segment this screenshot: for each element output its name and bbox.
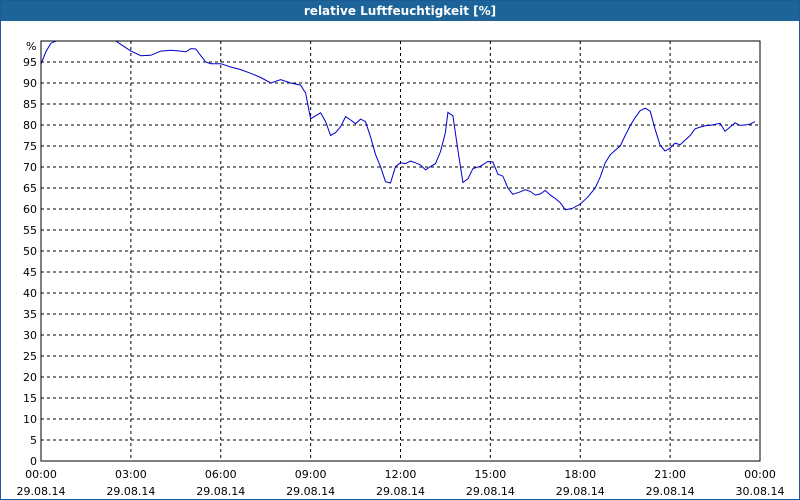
y-tick-label: 75 bbox=[23, 140, 37, 153]
y-tick-label: 25 bbox=[23, 350, 37, 363]
x-tick-date: 29.08.14 bbox=[556, 485, 605, 498]
x-tick-date: 29.08.14 bbox=[646, 485, 695, 498]
x-tick-date: 29.08.14 bbox=[466, 485, 515, 498]
x-tick-date: 30.08.14 bbox=[736, 485, 785, 498]
y-axis-label: % bbox=[26, 40, 36, 53]
y-tick-label: 5 bbox=[30, 434, 37, 447]
x-tick-time: 12:00 bbox=[385, 468, 417, 481]
y-tick-label: 10 bbox=[23, 413, 37, 426]
x-tick-time: 15:00 bbox=[475, 468, 507, 481]
y-tick-label: 0 bbox=[30, 455, 37, 468]
y-tick-label: 50 bbox=[23, 245, 37, 258]
x-tick-time: 21:00 bbox=[654, 468, 686, 481]
y-tick-label: 65 bbox=[23, 182, 37, 195]
y-tick-label: 30 bbox=[23, 329, 37, 342]
x-tick-time: 03:00 bbox=[115, 468, 147, 481]
y-tick-label: 55 bbox=[23, 224, 37, 237]
grid bbox=[41, 41, 760, 461]
y-tick-label: 15 bbox=[23, 392, 37, 405]
y-tick-label: 90 bbox=[23, 77, 37, 90]
x-tick-date: 29.08.14 bbox=[286, 485, 335, 498]
x-axis-ticks: 00:00 29.08.14 03:00 29.08.14 06:00 29.08.14 0… bbox=[17, 468, 785, 498]
x-tick-time: 06:00 bbox=[205, 468, 237, 481]
x-tick-date: 29.08.14 bbox=[17, 485, 66, 498]
y-tick-label: 35 bbox=[23, 308, 37, 321]
y-tick-label: 45 bbox=[23, 266, 37, 279]
y-axis-ticks: 0 5 10 15 20 25 30 35 40 45 50 55 60 65 70 75 80 85 90 95 bbox=[23, 56, 37, 468]
y-tick-label: 95 bbox=[23, 56, 37, 69]
x-tick-time: 18:00 bbox=[564, 468, 596, 481]
x-tick-time: 00:00 bbox=[25, 468, 57, 481]
y-tick-label: 20 bbox=[23, 371, 37, 384]
chart-title: relative Luftfeuchtigkeit [%] bbox=[1, 1, 799, 21]
x-tick-time: 00:00 bbox=[744, 468, 776, 481]
humidity-line bbox=[40, 40, 756, 211]
x-tick-date: 29.08.14 bbox=[106, 485, 155, 498]
x-tick-time: 09:00 bbox=[295, 468, 327, 481]
y-tick-label: 80 bbox=[23, 119, 37, 132]
y-tick-label: 70 bbox=[23, 161, 37, 174]
y-tick-label: 60 bbox=[23, 203, 37, 216]
plot-area-border bbox=[40, 40, 761, 462]
y-tick-label: 85 bbox=[23, 98, 37, 111]
humidity-chart: 0 5 10 15 20 25 30 35 40 45 50 55 60 65 70 75 80 85 90 95 0… bbox=[17, 40, 785, 498]
x-tick-date: 29.08.14 bbox=[376, 485, 425, 498]
x-tick-date: 29.08.14 bbox=[196, 485, 245, 498]
y-tick-label: 40 bbox=[23, 287, 37, 300]
